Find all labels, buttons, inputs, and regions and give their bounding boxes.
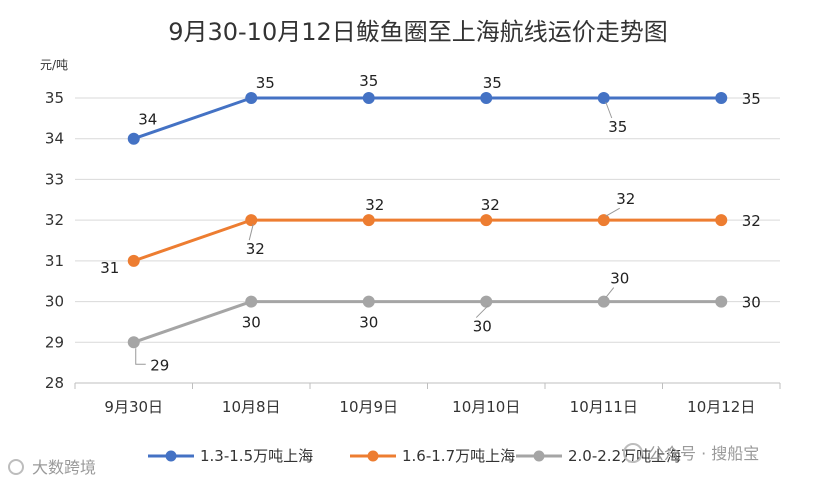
- series-line: [133, 96, 722, 141]
- data-point: [127, 254, 140, 267]
- x-axis-ticks: 9月30日 10月8日 10月9日 10月10日 10月11日 10月12日: [104, 398, 755, 416]
- legend-swatch-marker: [165, 450, 177, 462]
- x-tick-label: 10月10日: [452, 398, 520, 416]
- data-point: [245, 92, 258, 104]
- data-label: 32: [365, 196, 384, 214]
- watermark-left: 大数跨境: [8, 458, 96, 477]
- y-axis-unit: 元/吨: [40, 58, 68, 72]
- data-point: [362, 295, 375, 308]
- legend-swatch-marker: [367, 450, 379, 462]
- label-leader-line: [475, 305, 489, 318]
- data-point: [715, 92, 728, 104]
- x-tick-label: 10月11日: [570, 398, 638, 416]
- data-point: [715, 295, 728, 308]
- data-label: 30: [473, 318, 492, 336]
- data-label: 30: [359, 314, 378, 332]
- data-point: [715, 214, 728, 227]
- label-leader-line: [248, 224, 254, 241]
- data-label: 30: [242, 314, 261, 332]
- data-point: [480, 214, 493, 227]
- label-leader-line: [135, 348, 146, 365]
- data-point: [245, 295, 258, 308]
- legend: 1.3-1.5万吨上海 1.6-1.7万吨上海 2.0-2.2万吨上海: [148, 447, 681, 465]
- data-point: [597, 92, 610, 104]
- data-label: 32: [246, 240, 265, 258]
- y-axis-ticks: 35 34 33 32 31 30 29 28: [45, 89, 64, 392]
- data-labels: 34 35 35 35 35 35 31 32 32 32 32 32 29 30 30 30 30 30: [100, 72, 761, 374]
- data-label: 35: [359, 72, 378, 90]
- data-label: 32: [616, 190, 635, 208]
- x-tick-label: 9月30日: [104, 398, 163, 416]
- series-layer: [127, 92, 728, 349]
- data-label: 31: [100, 259, 119, 277]
- data-label: 35: [256, 74, 275, 92]
- label-leader-line: [605, 207, 620, 217]
- legend-label: 1.6-1.7万吨上海: [402, 447, 515, 465]
- y-tick-label: 30: [45, 293, 64, 311]
- y-tick-label: 32: [45, 211, 64, 229]
- x-tick-label: 10月8日: [222, 398, 281, 416]
- wechat-icon: [623, 443, 643, 463]
- data-point: [245, 214, 258, 227]
- data-label: 32: [742, 212, 761, 230]
- y-tick-label: 35: [45, 89, 64, 107]
- y-tick-label: 34: [45, 130, 64, 148]
- data-label: 35: [608, 118, 627, 136]
- data-label: 30: [610, 270, 629, 288]
- legend-label: 1.3-1.5万吨上海: [200, 447, 313, 465]
- watermark-logo-icon: [8, 459, 24, 475]
- data-point: [597, 295, 610, 308]
- data-point: [597, 214, 610, 227]
- x-tick-label: 10月12日: [687, 398, 755, 416]
- data-label: 34: [138, 111, 157, 129]
- watermark-right-text: 公众号 · 搜船宝: [648, 444, 759, 463]
- x-tick-label: 10月9日: [339, 398, 398, 416]
- data-point: [127, 336, 140, 349]
- data-label: 30: [742, 294, 761, 312]
- watermark-left-text: 大数跨境: [32, 458, 96, 477]
- data-label: 32: [481, 196, 500, 214]
- chart-title: 9月30-10月12日鲅鱼圈至上海航线运价走势图: [168, 18, 668, 46]
- watermark-right: 公众号 · 搜船宝: [623, 443, 759, 463]
- data-label: 35: [483, 74, 502, 92]
- series-line: [133, 218, 722, 263]
- series-line: [133, 300, 722, 344]
- y-tick-label: 33: [45, 170, 64, 188]
- label-leader-line: [605, 287, 615, 298]
- data-point: [362, 92, 375, 104]
- data-point: [362, 214, 375, 227]
- data-point: [480, 92, 493, 104]
- data-point: [480, 295, 493, 308]
- legend-swatch-marker: [533, 450, 545, 462]
- y-tick-label: 28: [45, 374, 64, 392]
- y-tick-label: 31: [45, 252, 64, 270]
- y-tick-label: 29: [45, 333, 64, 351]
- data-label: 35: [742, 90, 761, 108]
- label-leader-line: [605, 101, 613, 119]
- data-label: 29: [150, 356, 169, 374]
- data-point: [127, 132, 140, 145]
